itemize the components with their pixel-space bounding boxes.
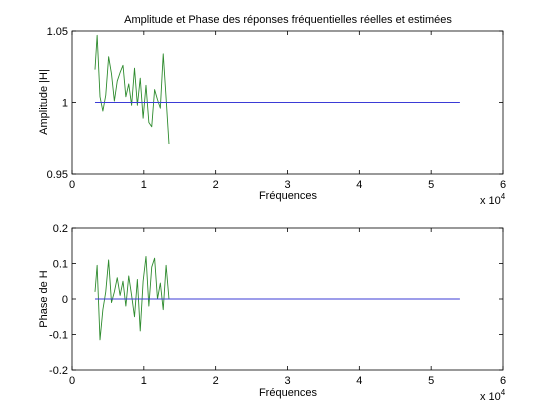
amplitude-xtick-label: 2 (213, 179, 219, 191)
amplitude-xtick-label: 0 (69, 179, 75, 191)
phase-xtick-label: 2 (213, 375, 219, 387)
amplitude-ytick-label: 1.05 (47, 26, 68, 38)
phase-ytick-label: 0.1 (53, 259, 68, 271)
amplitude-ytick-label: 0.95 (47, 169, 68, 181)
amplitude-ylabel: Amplitude |H| (38, 69, 50, 135)
phase-xtick-label: 6 (500, 375, 506, 387)
phase-xtick-label: 1 (141, 375, 147, 387)
phase-estimated-line (94, 255, 170, 341)
amplitude-axes: Fréquences Amplitude |H| x 104 0 1 2 3 4 5 6 0.… (38, 26, 506, 207)
phase-ytick-label: -0.2 (49, 365, 68, 377)
phase-xtick-label: 3 (284, 375, 290, 387)
phase-ytick-label: 0.2 (53, 223, 68, 235)
chart-title: Amplitude et Phase des réponses fréquent… (124, 14, 452, 26)
amplitude-xlabel: Fréquences (259, 190, 318, 202)
amplitude-x-multiplier: x 104 (480, 192, 506, 207)
amplitude-xtick-label: 3 (284, 179, 290, 191)
amplitude-estimated-line (94, 34, 170, 144)
phase-axes: Fréquences Phase de H x 104 0 1 2 3 4 5 6 -0.2 -… (38, 223, 506, 403)
amplitude-ytick-label: 1 (62, 98, 68, 110)
phase-xtick-label: 0 (69, 375, 75, 387)
phase-ytick-label: 0 (62, 294, 68, 306)
phase-x-multiplier: x 104 (480, 388, 506, 403)
phase-xtick-label: 4 (356, 375, 362, 387)
phase-xlabel: Fréquences (259, 387, 318, 399)
phase-ytick-label: -0.1 (49, 330, 68, 342)
amplitude-xtick-label: 1 (141, 179, 147, 191)
phase-ylabel: Phase de H (38, 270, 50, 328)
amplitude-xtick-label: 5 (428, 179, 434, 191)
amplitude-xtick-label: 6 (500, 179, 506, 191)
amplitude-xtick-label: 4 (356, 179, 362, 191)
phase-xtick-label: 5 (428, 375, 434, 387)
